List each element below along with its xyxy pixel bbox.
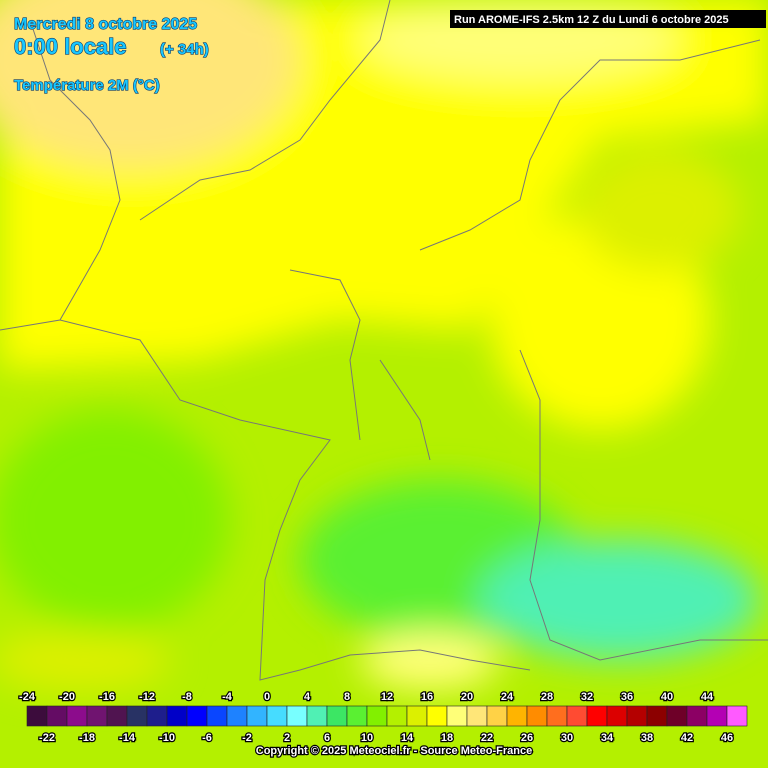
legend-swatch <box>446 705 468 727</box>
copyright: Copyright © 2025 Meteociel.fr - Source M… <box>256 745 532 757</box>
legend-label: 6 <box>324 732 330 744</box>
legend-label: 20 <box>461 691 473 703</box>
legend-label: 38 <box>641 732 653 744</box>
borders <box>0 0 768 681</box>
legend-label: -6 <box>202 732 212 744</box>
legend-swatch <box>366 705 388 727</box>
legend-label: 8 <box>344 691 350 703</box>
legend-swatch <box>506 705 528 727</box>
legend-label: -24 <box>19 691 36 703</box>
legend-label: 18 <box>441 732 453 744</box>
legend-swatch <box>406 705 428 727</box>
lead-time: (+ 34h) <box>160 41 209 58</box>
legend-swatch <box>246 705 268 727</box>
legend-swatch <box>706 705 728 727</box>
legend-swatch <box>306 705 328 727</box>
legend-label: -18 <box>79 732 95 744</box>
legend-swatch <box>486 705 508 727</box>
legend-swatch <box>346 705 368 727</box>
legend-label: 28 <box>541 691 553 703</box>
legend-swatch <box>206 705 228 727</box>
legend-label: 34 <box>601 732 614 744</box>
legend-label: 46 <box>721 732 733 744</box>
legend-label: 4 <box>304 691 311 703</box>
legend-swatch <box>626 705 648 727</box>
forecast-date: Mercredi 8 octobre 2025 <box>14 16 197 33</box>
legend-label: 10 <box>361 732 373 744</box>
legend-swatch <box>726 705 748 727</box>
legend-swatch <box>86 705 108 727</box>
legend-label: -4 <box>222 691 233 703</box>
legend-label: 26 <box>521 732 533 744</box>
legend-swatch <box>386 705 408 727</box>
legend-label: -2 <box>242 732 252 744</box>
legend-swatch <box>226 705 248 727</box>
legend-label: 12 <box>381 691 393 703</box>
color-legend: -24 -20 -16 -12 -8 -4 0 4 8 12 16 20 24 28 32 36 40 44-22… <box>18 690 748 745</box>
legend-swatch <box>646 705 668 727</box>
legend-swatch <box>666 705 688 727</box>
legend-label: 30 <box>561 732 573 744</box>
legend-swatch <box>526 705 548 727</box>
legend-label: 14 <box>401 732 414 744</box>
legend-label: 36 <box>621 691 633 703</box>
legend-label: 42 <box>681 732 693 744</box>
legend-swatch <box>166 705 188 727</box>
legend-swatch <box>466 705 488 727</box>
legend-label: -10 <box>159 732 175 744</box>
legend-label: 44 <box>701 691 714 703</box>
parameter: Température 2M (°C) <box>14 77 160 94</box>
legend-swatch <box>586 705 608 727</box>
legend-label: 24 <box>501 691 514 703</box>
legend-label: 16 <box>421 691 433 703</box>
legend-label: -8 <box>182 691 192 703</box>
legend-label: -20 <box>59 691 75 703</box>
legend-label: -16 <box>99 691 115 703</box>
forecast-time: 0:00 locale <box>14 34 127 59</box>
legend-swatch <box>686 705 708 727</box>
legend-swatch <box>326 705 348 727</box>
legend-swatch <box>66 705 88 727</box>
legend-label: -14 <box>119 732 136 744</box>
legend-label: -22 <box>39 732 55 744</box>
legend-swatch <box>26 705 48 727</box>
legend-swatch <box>266 705 288 727</box>
legend-label: 0 <box>264 691 270 703</box>
run-info: Run AROME-IFS 2.5km 12 Z du Lundi 6 octo… <box>454 14 729 26</box>
legend-label: 32 <box>581 691 593 703</box>
legend-swatch <box>286 705 308 727</box>
legend-swatch <box>146 705 168 727</box>
legend-label: 40 <box>661 691 673 703</box>
legend-swatch <box>566 705 588 727</box>
legend-swatch <box>606 705 628 727</box>
run-banner <box>450 10 766 28</box>
legend-swatch <box>126 705 148 727</box>
legend-label: -12 <box>139 691 155 703</box>
legend-swatch <box>106 705 128 727</box>
legend-label: 22 <box>481 732 493 744</box>
legend-swatch <box>426 705 448 727</box>
legend-label: 2 <box>284 732 290 744</box>
legend-swatch <box>46 705 68 727</box>
legend-swatch <box>186 705 208 727</box>
legend-swatch <box>546 705 568 727</box>
